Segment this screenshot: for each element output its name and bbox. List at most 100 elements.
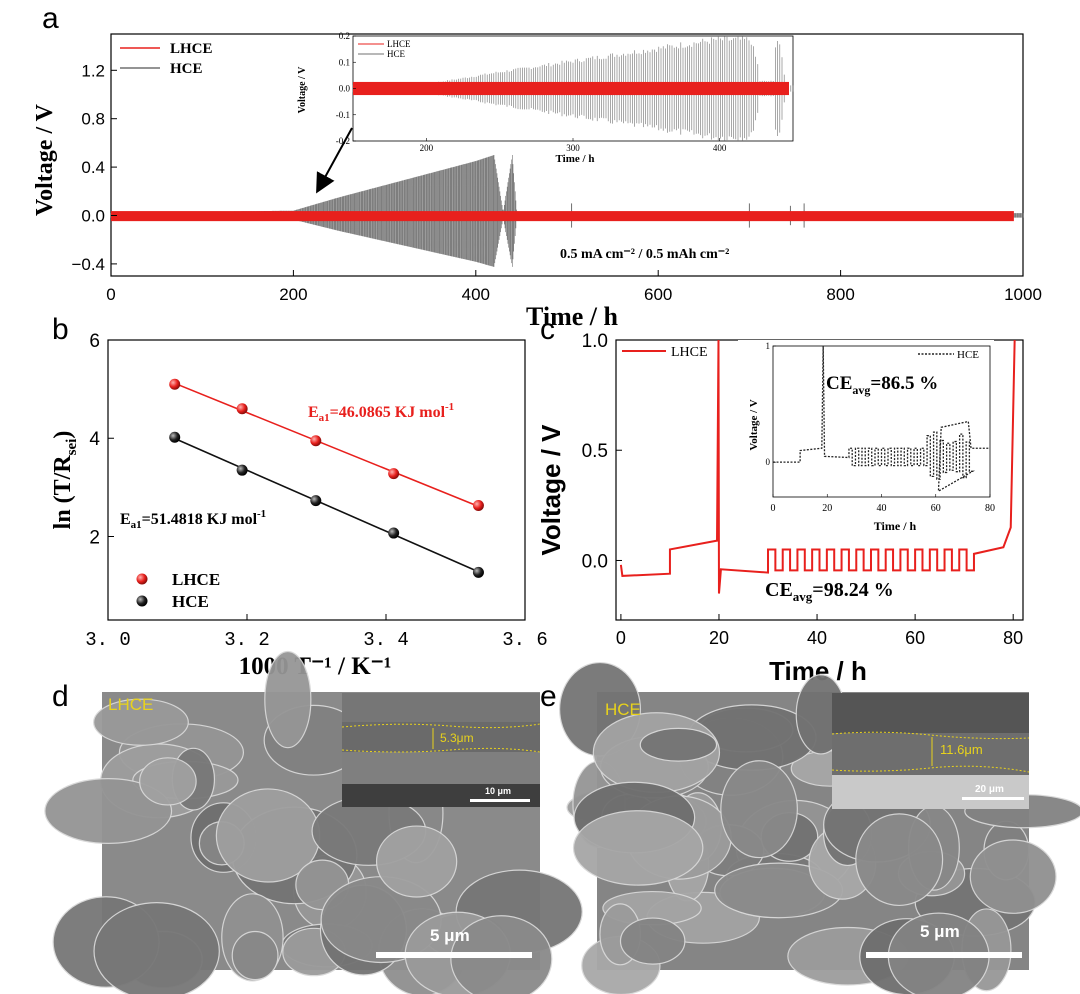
chart-b-point-hce [472, 566, 484, 578]
chart-c-xtick-label: 40 [807, 628, 827, 648]
chart-c-inset-series-hce [773, 345, 990, 493]
chart-a: 0 200 400 600 800 1000 −0.4 0.0 0.4 0.8 1.2 Time /… [32, 31, 1042, 331]
chart-c-ylabel: Voltage / V [536, 424, 566, 556]
chart-a-ytick-label: −0.4 [71, 255, 105, 274]
chart-b-xtick-label: 3. 6 [502, 629, 548, 651]
chart-c-inset-ylabel: Voltage / V [748, 399, 760, 450]
sem-grain [93, 902, 220, 994]
chart-c-inset-xtick-label: 60 [931, 503, 941, 514]
chart-c-xtick-label: 20 [709, 628, 729, 648]
chart-b-point-lhce [169, 378, 181, 390]
panel-letter-a: a [42, 2, 59, 35]
sem-e-inset [831, 693, 1030, 809]
sem-d-inset [341, 693, 541, 807]
chart-c-legend-lhce: LHCE [671, 345, 708, 360]
sem-e-inset-scale-label: 20 μm [975, 784, 1004, 795]
chart-a-xtick-label: 600 [644, 285, 672, 304]
sem-d-inset-scale-label: 10 μm [485, 786, 512, 796]
sem-grain [969, 839, 1057, 914]
chart-c-inset-legend-hce: HCE [957, 349, 979, 361]
chart-b-point-hce [310, 495, 322, 507]
chart-c-inset-annotation: CEavg=86.5 % [826, 373, 938, 397]
sem-grain [855, 813, 944, 907]
sem-grain [375, 825, 458, 898]
sem-grain [139, 757, 197, 806]
chart-a-xtick-label: 0 [106, 285, 115, 304]
sem-e-thickness-label: 11.6μm [940, 742, 983, 757]
chart-b-point-lhce [472, 500, 484, 512]
chart-a-ytick-label: 0.0 [81, 207, 105, 226]
chart-a-inset-ticks: 200 300 400 -0.2 -0.1 0.0 0.1 0.2 [336, 31, 727, 153]
chart-a-inset-series-lhce [353, 81, 789, 96]
chart-a-inset-legend-lhce: LHCE [387, 39, 411, 49]
chart-b-xtick-label: 3. 0 [85, 629, 131, 651]
sem-grain [264, 650, 312, 749]
chart-b-point-hce [388, 527, 400, 539]
chart-c-inset-ytick-label: 1 [766, 341, 771, 351]
chart-c-xtick-label: 80 [1003, 628, 1023, 648]
chart-b-xtick-label: 3. 4 [363, 629, 409, 651]
chart-a-inset-ytick-label: 0.2 [339, 31, 350, 41]
chart-a-inset-legend-hce: HCE [387, 49, 406, 59]
sem-grain [639, 727, 718, 762]
chart-c-inset-xtick-label: 40 [877, 503, 887, 514]
panel-letter-c: c [540, 313, 555, 346]
chart-a-inset-ytick-label: 0.1 [339, 57, 350, 67]
chart-b-annotation-lhce: Ea1=46.0865 KJ mol-1 [308, 401, 454, 424]
chart-b-fit-lhce [174, 382, 479, 508]
chart-b-ytick-label: 4 [89, 429, 100, 450]
chart-b-fit-hce [174, 437, 479, 573]
sem-e-scale-bar [866, 952, 1022, 958]
panel-letter-e: e [540, 680, 557, 713]
chart-c-inset-xtick-label: 80 [985, 503, 995, 514]
chart-c-inset-ytick-label: 0 [766, 457, 771, 467]
chart-a-frame [110, 33, 1024, 277]
chart-a-inset: 200 300 400 -0.2 -0.1 0.0 0.1 0.2 Time / h Volt… [297, 31, 794, 165]
chart-c-annotation: CEavg=98.24 % [765, 579, 894, 604]
chart-c-inset-xtick-label: 20 [822, 503, 832, 514]
chart-c: 0 20 40 60 800.00.51.0 Time / h Voltage / V … [536, 331, 1024, 686]
chart-c-ytick-label: 0.0 [582, 551, 608, 572]
chart-a-xtick-label: 1000 [1004, 285, 1042, 304]
sem-e-label: HCE [605, 700, 641, 719]
chart-b-legend-marker-lhce [136, 573, 148, 585]
sem-d-label: LHCE [108, 695, 154, 714]
sem-grain [93, 698, 189, 746]
panel-letter-d: d [52, 680, 69, 713]
chart-a-xtick-label: 400 [462, 285, 490, 304]
chart-a-annotation: 0.5 mA cm⁻² / 0.5 mAh cm⁻² [560, 247, 729, 262]
chart-a-ytick-label: 1.2 [81, 61, 105, 80]
chart-b-point-hce [169, 431, 181, 443]
chart-b-ticks: 3. 0 3. 2 3. 4 3. 6 2 4 6 [85, 331, 548, 651]
sem-grain [44, 778, 173, 845]
chart-b-point-hce [236, 464, 248, 476]
chart-b-fit-lines [174, 382, 479, 573]
chart-c-series-lhce [619, 339, 1016, 594]
chart-c-inset-bg [738, 340, 994, 528]
chart-b-points [169, 378, 484, 578]
chart-b-point-lhce [388, 468, 400, 480]
chart-a-xtick-label: 800 [826, 285, 854, 304]
chart-b: 3. 0 3. 2 3. 4 3. 6 2 4 6 1000 T⁻¹ / K⁻¹ ln (T… [50, 331, 548, 680]
chart-a-legend-lhce: LHCE [170, 41, 213, 57]
chart-a-lhce-band [111, 211, 1014, 222]
chart-c-inset: 0 20 40 60 80 0 1 HCE CEavg=86.5 % Time / h Vo… [738, 340, 995, 533]
chart-b-ytick-label: 2 [89, 527, 100, 548]
chart-a-ytick-label: 0.4 [81, 158, 105, 177]
chart-a-xlabel: Time / h [526, 302, 619, 331]
chart-b-annotation-hce: Ea1=51.4818 KJ mol-1 [120, 508, 266, 531]
chart-b-xtick-label: 3. 2 [224, 629, 270, 651]
chart-a-inset-xtick-label: 300 [566, 143, 580, 153]
sem-grain [720, 760, 798, 859]
chart-a-ylabel: Voltage / V [32, 103, 58, 216]
sem-d-thickness-label: 5.3μm [440, 731, 474, 745]
chart-a-inset-xlabel: Time / h [556, 153, 595, 165]
chart-b-frame [107, 339, 526, 621]
chart-a-inset-xtick-label: 200 [420, 143, 434, 153]
chart-a-inset-xtick-label: 400 [713, 143, 727, 153]
sem-image-d [44, 650, 583, 994]
chart-c-xtick-label: 60 [905, 628, 925, 648]
sem-grain [619, 917, 686, 965]
chart-a-series-lhce [111, 211, 1014, 222]
